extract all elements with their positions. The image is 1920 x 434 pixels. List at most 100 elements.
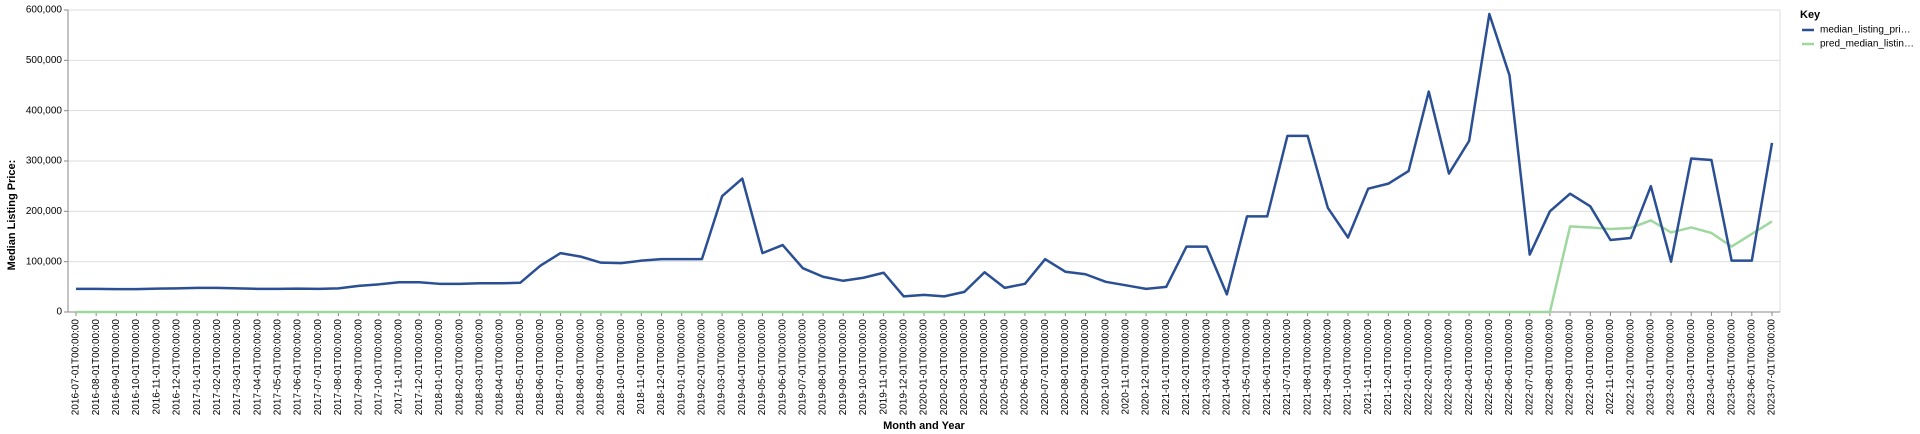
x-tick-label: 2023-01-01T00:00:00 xyxy=(1645,319,1656,416)
x-tick-label: 2017-05-01T00:00:00 xyxy=(273,319,284,416)
x-tick-label: 2022-09-01T00:00:00 xyxy=(1565,319,1576,416)
x-tick-label: 2018-01-01T00:00:00 xyxy=(434,319,445,416)
x-tick-label: 2021-10-01T00:00:00 xyxy=(1343,319,1354,416)
x-tick-label: 2016-11-01T00:00:00 xyxy=(151,319,162,415)
x-tick-label: 2016-09-01T00:00:00 xyxy=(111,319,122,416)
x-tick-label: 2022-07-01T00:00:00 xyxy=(1524,319,1535,416)
x-tick-label: 2021-11-01T00:00:00 xyxy=(1363,319,1374,415)
x-tick-label: 2022-05-01T00:00:00 xyxy=(1484,319,1495,416)
x-tick-label: 2019-09-01T00:00:00 xyxy=(838,319,849,416)
x-tick-label: 2023-04-01T00:00:00 xyxy=(1706,319,1717,416)
x-tick-label: 2018-06-01T00:00:00 xyxy=(535,319,546,416)
x-tick-label: 2020-03-01T00:00:00 xyxy=(959,319,970,416)
x-tick-label: 2021-03-01T00:00:00 xyxy=(1201,319,1212,416)
x-tick-label: 2018-02-01T00:00:00 xyxy=(454,319,465,416)
x-tick-label: 2020-02-01T00:00:00 xyxy=(939,319,950,416)
x-tick-label: 2019-07-01T00:00:00 xyxy=(797,319,808,416)
x-tick-label: 2017-04-01T00:00:00 xyxy=(252,319,263,416)
x-tick-label: 2018-04-01T00:00:00 xyxy=(495,319,506,416)
x-tick-label: 2022-11-01T00:00:00 xyxy=(1605,319,1616,415)
x-tick-label: 2017-08-01T00:00:00 xyxy=(333,319,344,416)
y-tick-label: 200,000 xyxy=(26,206,63,217)
x-tick-label: 2020-10-01T00:00:00 xyxy=(1100,319,1111,416)
x-tick-label: 2022-01-01T00:00:00 xyxy=(1403,319,1414,416)
x-tick-label: 2018-07-01T00:00:00 xyxy=(555,319,566,416)
y-tick-label: 600,000 xyxy=(26,5,63,16)
legend-title: Key xyxy=(1800,9,1821,21)
x-tick-label: 2019-10-01T00:00:00 xyxy=(858,319,869,416)
x-tick-label: 2023-02-01T00:00:00 xyxy=(1666,319,1677,416)
x-tick-label: 2018-03-01T00:00:00 xyxy=(474,319,485,416)
x-tick-label: 2020-09-01T00:00:00 xyxy=(1080,319,1091,416)
x-tick-label: 2017-09-01T00:00:00 xyxy=(353,319,364,416)
x-tick-label: 2019-11-01T00:00:00 xyxy=(878,319,889,415)
x-tick-label: 2019-01-01T00:00:00 xyxy=(676,319,687,416)
x-tick-label: 2021-02-01T00:00:00 xyxy=(1181,319,1192,416)
x-tick-label: 2022-04-01T00:00:00 xyxy=(1464,319,1475,416)
series-line xyxy=(76,12,1774,298)
legend-label: median_listing_pri… xyxy=(1820,25,1911,36)
x-tick-label: 2016-08-01T00:00:00 xyxy=(91,319,102,416)
x-tick-label: 2017-07-01T00:00:00 xyxy=(313,319,324,416)
x-tick-label: 2022-02-01T00:00:00 xyxy=(1423,319,1434,416)
x-tick-label: 2021-08-01T00:00:00 xyxy=(1302,319,1313,416)
x-tick-label: 2018-08-01T00:00:00 xyxy=(575,319,586,416)
x-tick-label: 2019-06-01T00:00:00 xyxy=(777,319,788,416)
y-tick-label: 0 xyxy=(56,307,62,318)
x-tick-label: 2021-01-01T00:00:00 xyxy=(1161,319,1172,416)
legend-label: pred_median_listin… xyxy=(1820,39,1914,50)
x-tick-label: 2017-03-01T00:00:00 xyxy=(232,319,243,416)
x-tick-label: 2018-12-01T00:00:00 xyxy=(656,319,667,416)
y-tick-label: 100,000 xyxy=(26,256,63,267)
x-tick-label: 2019-08-01T00:00:00 xyxy=(818,319,829,416)
x-tick-label: 2022-12-01T00:00:00 xyxy=(1625,319,1636,416)
x-tick-label: 2019-03-01T00:00:00 xyxy=(717,319,728,416)
x-tick-label: 2019-02-01T00:00:00 xyxy=(697,319,708,416)
x-tick-label: 2023-06-01T00:00:00 xyxy=(1746,319,1757,416)
x-tick-label: 2018-09-01T00:00:00 xyxy=(596,319,607,416)
x-tick-label: 2018-11-01T00:00:00 xyxy=(636,319,647,415)
x-tick-label: 2021-07-01T00:00:00 xyxy=(1282,319,1293,416)
x-tick-label: 2021-06-01T00:00:00 xyxy=(1262,319,1273,416)
y-axis-title: Median Listing Price: xyxy=(6,160,18,271)
x-tick-label: 2022-06-01T00:00:00 xyxy=(1504,319,1515,416)
x-tick-label: 2017-01-01T00:00:00 xyxy=(192,319,203,416)
x-tick-label: 2019-05-01T00:00:00 xyxy=(757,319,768,416)
x-tick-label: 2017-11-01T00:00:00 xyxy=(394,319,405,415)
x-tick-label: 2020-06-01T00:00:00 xyxy=(1020,319,1031,416)
x-tick-label: 2020-08-01T00:00:00 xyxy=(1060,319,1071,416)
y-tick-label: 500,000 xyxy=(26,55,63,66)
x-tick-label: 2023-03-01T00:00:00 xyxy=(1686,319,1697,416)
x-tick-label: 2018-10-01T00:00:00 xyxy=(616,319,627,416)
x-tick-label: 2023-07-01T00:00:00 xyxy=(1767,319,1778,416)
x-tick-label: 2022-10-01T00:00:00 xyxy=(1585,319,1596,416)
x-tick-label: 2021-04-01T00:00:00 xyxy=(1221,319,1232,416)
x-axis-title: Month and Year xyxy=(883,420,965,432)
x-tick-label: 2017-12-01T00:00:00 xyxy=(414,319,425,416)
x-tick-label: 2017-10-01T00:00:00 xyxy=(373,319,384,416)
series-line xyxy=(76,219,1773,314)
x-tick-label: 2023-05-01T00:00:00 xyxy=(1726,319,1737,416)
x-tick-label: 2017-02-01T00:00:00 xyxy=(212,319,223,416)
x-tick-label: 2020-12-01T00:00:00 xyxy=(1141,319,1152,416)
x-tick-label: 2019-04-01T00:00:00 xyxy=(737,319,748,416)
x-tick-label: 2022-03-01T00:00:00 xyxy=(1444,319,1455,416)
x-tick-label: 2016-10-01T00:00:00 xyxy=(131,319,142,416)
y-tick-label: 300,000 xyxy=(26,156,63,167)
x-tick-label: 2018-05-01T00:00:00 xyxy=(515,319,526,416)
y-tick-label: 400,000 xyxy=(26,105,63,116)
x-tick-label: 2021-09-01T00:00:00 xyxy=(1322,319,1333,416)
x-tick-label: 2021-05-01T00:00:00 xyxy=(1242,319,1253,416)
x-tick-label: 2016-12-01T00:00:00 xyxy=(172,319,183,416)
x-tick-label: 2020-11-01T00:00:00 xyxy=(1121,319,1132,415)
x-tick-label: 2022-08-01T00:00:00 xyxy=(1545,319,1556,416)
x-tick-label: 2020-01-01T00:00:00 xyxy=(919,319,930,416)
x-tick-label: 2016-07-01T00:00:00 xyxy=(71,319,82,416)
x-tick-label: 2020-05-01T00:00:00 xyxy=(999,319,1010,416)
x-tick-label: 2021-12-01T00:00:00 xyxy=(1383,319,1394,416)
x-tick-label: 2020-07-01T00:00:00 xyxy=(1040,319,1051,416)
x-tick-label: 2020-04-01T00:00:00 xyxy=(979,319,990,416)
x-tick-label: 2017-06-01T00:00:00 xyxy=(293,319,304,416)
x-tick-label: 2019-12-01T00:00:00 xyxy=(898,319,909,416)
